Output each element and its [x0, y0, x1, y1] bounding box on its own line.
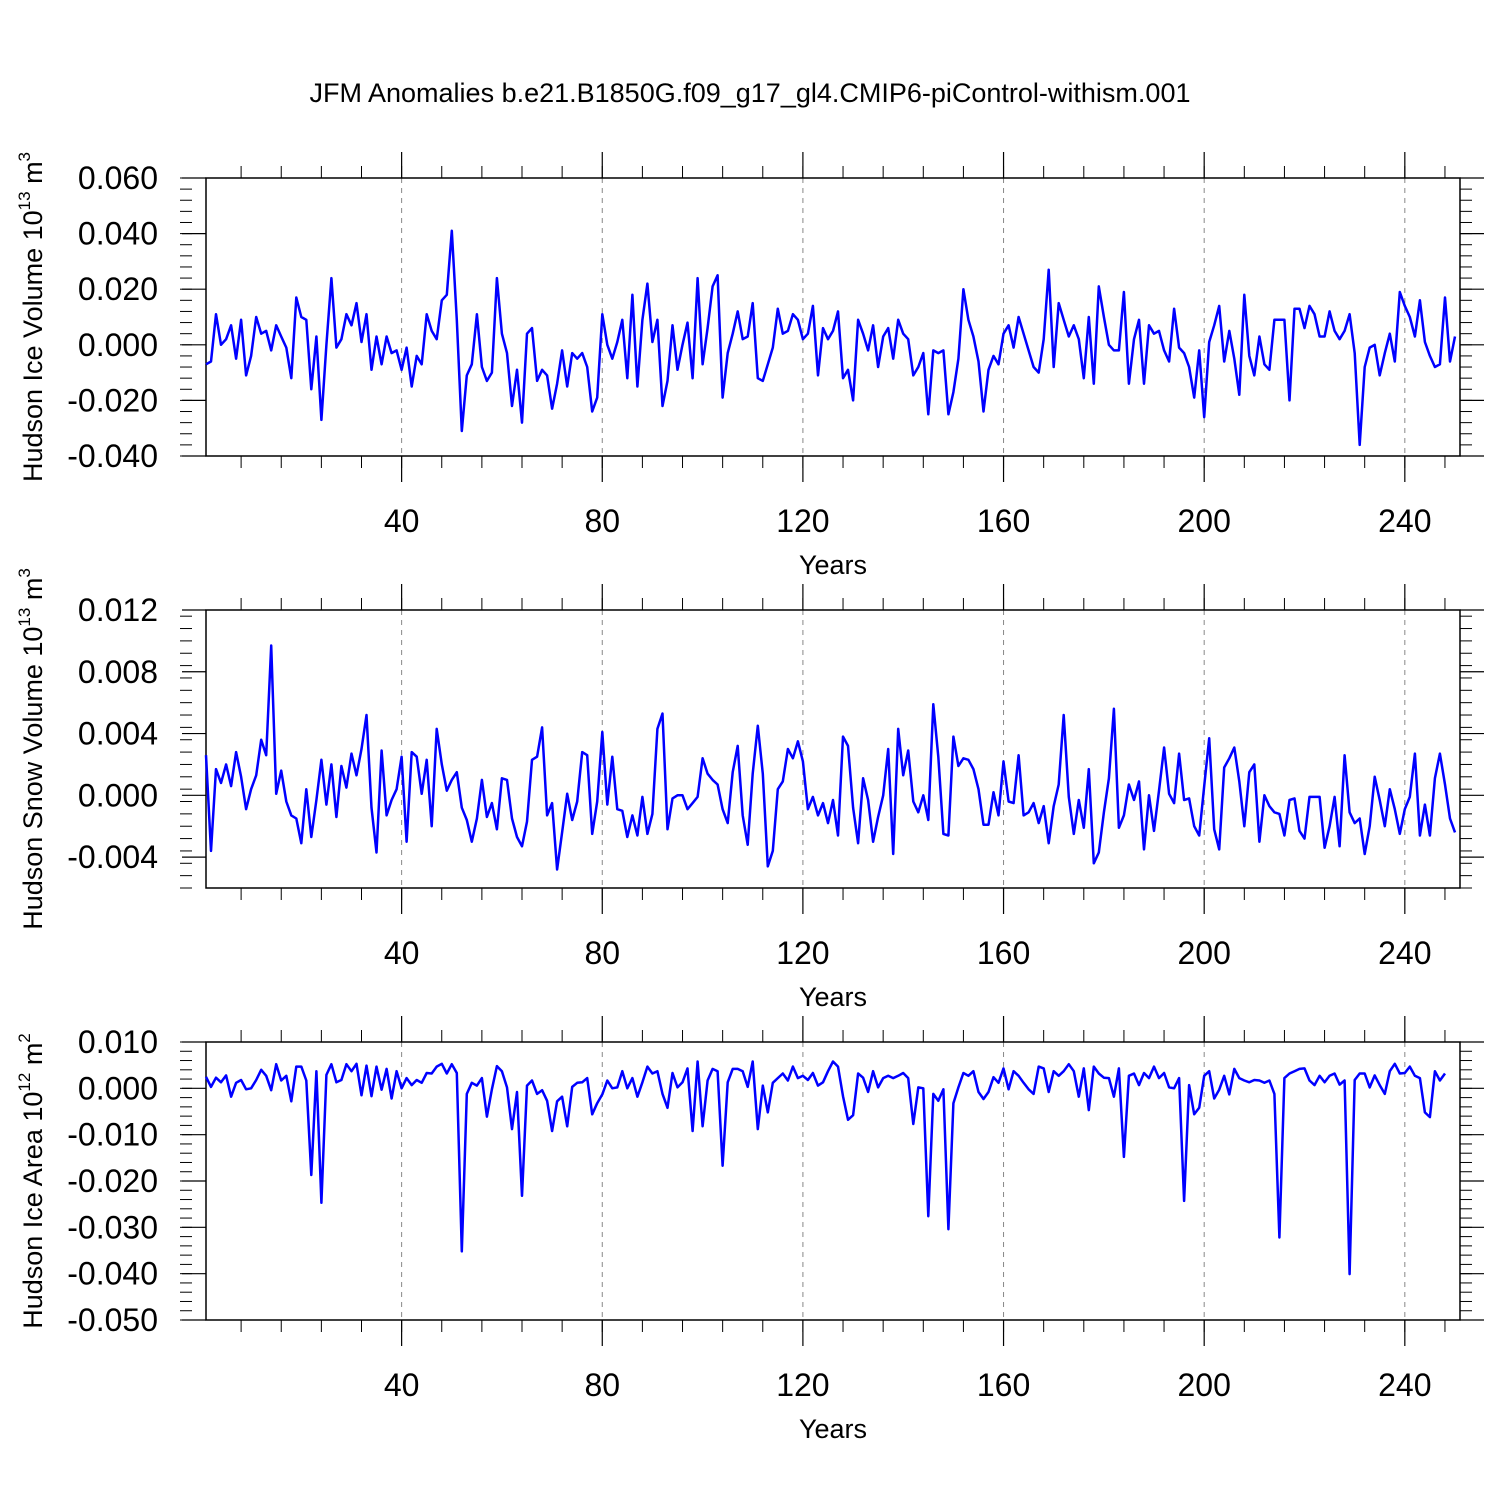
- x-tick-label: 200: [1177, 503, 1230, 539]
- y-tick-label: 0.012: [78, 592, 158, 628]
- plot-frame: [205, 177, 1461, 457]
- y-axis-label: Hudson Ice Area 1012 m2: [15, 1033, 48, 1329]
- x-tick-label: 200: [1177, 1367, 1230, 1403]
- y-tick-label: 0.010: [78, 1024, 158, 1060]
- y-tick-label: 0.060: [78, 160, 158, 196]
- y-tick-label: 0.000: [78, 327, 158, 363]
- plot-frame: [205, 609, 1461, 889]
- x-tick-label: 80: [584, 1367, 620, 1403]
- y-tick-label: -0.020: [67, 382, 158, 418]
- x-tick-label: 240: [1378, 503, 1431, 539]
- x-tick-label: 80: [584, 935, 620, 971]
- y-tick-label: -0.030: [67, 1209, 158, 1245]
- x-tick-label: 160: [977, 503, 1030, 539]
- y-tick-label: -0.020: [67, 1163, 158, 1199]
- y-tick-label: 0.008: [78, 654, 158, 690]
- y-tick-label: 0.000: [78, 1070, 158, 1106]
- series-line: [205, 229, 1457, 447]
- chart-panel-2: -0.004 0.000 0.004 0.008 0.012 40 80 120 160 200 2…: [15, 568, 1484, 1012]
- x-tick-label: 120: [776, 1367, 829, 1403]
- x-tick-label: 120: [776, 935, 829, 971]
- x-tick-label: 80: [584, 503, 620, 539]
- y-tick-label: 0.000: [78, 777, 158, 813]
- chart-title: JFM Anomalies b.e21.B1850G.f09_g17_gl4.C…: [309, 78, 1191, 108]
- y-tick-label: 0.004: [78, 716, 158, 752]
- y-axis-label: Hudson Snow Volume 1013 m3: [15, 568, 48, 930]
- y-tick-label: -0.010: [67, 1117, 158, 1153]
- y-tick-label: -0.050: [67, 1302, 158, 1338]
- y-tick-label: 0.020: [78, 271, 158, 307]
- x-tick-label: 160: [977, 1367, 1030, 1403]
- x-tick-label: 240: [1378, 935, 1431, 971]
- x-axis-label: Years: [799, 982, 867, 1012]
- y-tick-label: -0.040: [67, 1256, 158, 1292]
- chart-panel-3: -0.050 -0.040 -0.030 -0.020 -0.010 0.000 0.010…: [15, 1016, 1484, 1444]
- y-tick-label: 0.040: [78, 216, 158, 252]
- x-tick-label: 40: [384, 503, 420, 539]
- x-tick-label: 40: [384, 1367, 420, 1403]
- y-tick-label: -0.004: [67, 839, 158, 875]
- x-axis-label: Years: [799, 1414, 867, 1444]
- series-line: [204, 1060, 1447, 1276]
- x-tick-label: 120: [776, 503, 829, 539]
- x-tick-label: 240: [1378, 1367, 1431, 1403]
- chart-panel-1: -0.040 -0.020 0.000 0.020 0.040 0.060 40 80 120 1…: [15, 152, 1484, 580]
- x-tick-label: 40: [384, 935, 420, 971]
- series-line: [204, 644, 1457, 871]
- x-tick-label: 200: [1177, 935, 1230, 971]
- x-tick-label: 160: [977, 935, 1030, 971]
- y-axis-label: Hudson Ice Volume 1013 m3: [15, 152, 48, 482]
- y-tick-label: -0.040: [67, 438, 158, 474]
- x-axis-label: Years: [799, 550, 867, 580]
